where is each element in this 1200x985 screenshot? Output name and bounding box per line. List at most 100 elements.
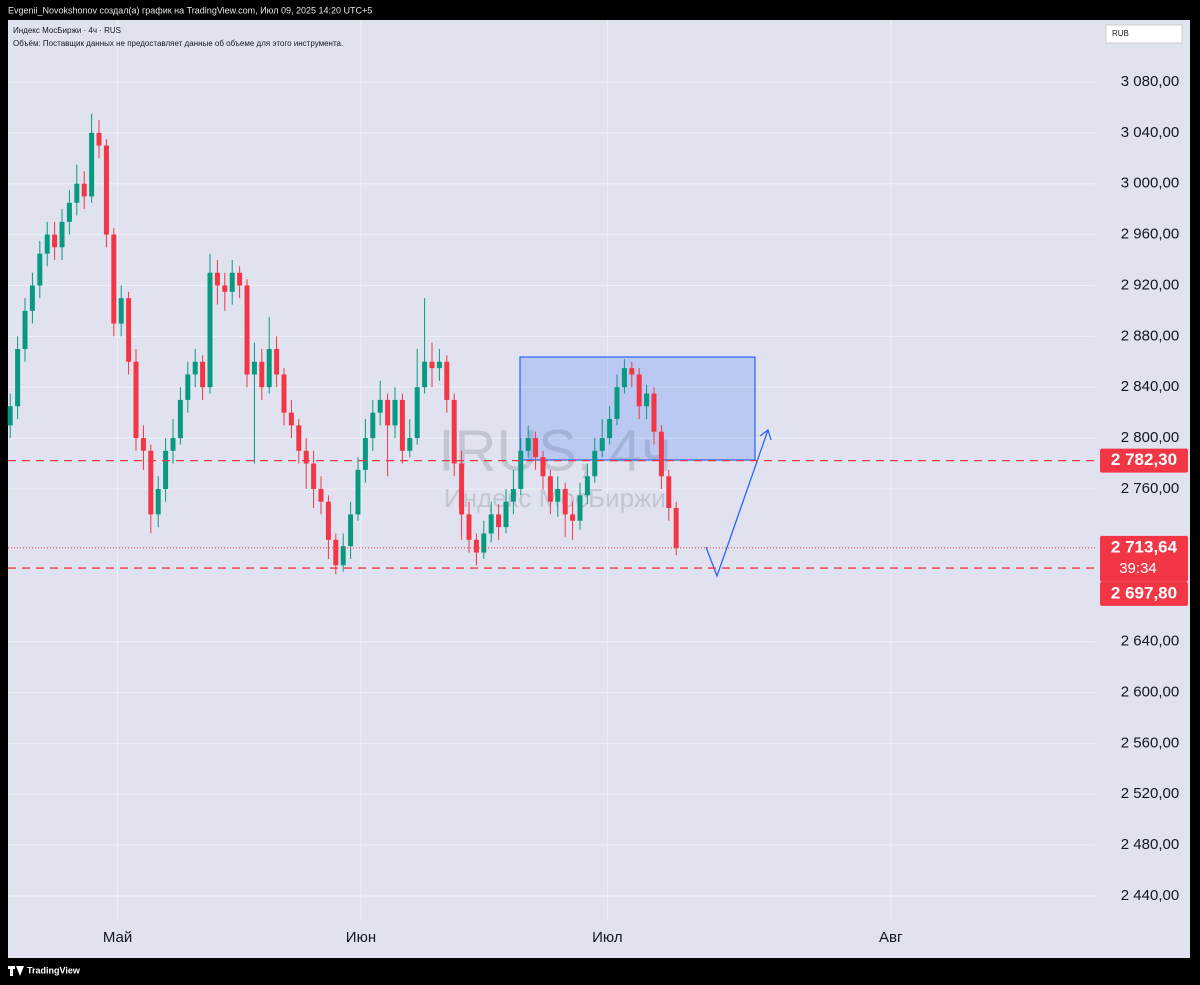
price-label: 2 782,30: [1111, 450, 1177, 469]
candle-body: [370, 412, 376, 439]
candle-body: [177, 399, 183, 439]
candle-body: [436, 361, 442, 369]
watermark: IRUS, 4ч: [438, 418, 671, 483]
candle-body: [666, 476, 672, 509]
candle-body: [251, 361, 257, 375]
candle-body: [488, 514, 494, 534]
y-tick-label: 3 000,00: [1121, 175, 1179, 192]
candle-body: [584, 476, 590, 496]
candle-body: [525, 438, 531, 451]
y-tick-label: 2 960,00: [1121, 226, 1179, 243]
candle-body: [44, 234, 50, 254]
candle-body: [570, 514, 576, 521]
candle-body: [222, 285, 228, 292]
candle-body: [229, 272, 235, 292]
x-tick-label: Авг: [879, 929, 903, 946]
candle-body: [163, 450, 169, 489]
price-label: 2 713,64: [1111, 537, 1178, 556]
y-tick-label: 2 480,00: [1121, 836, 1179, 853]
candle-body: [496, 514, 502, 528]
y-tick-label: 2 760,00: [1121, 480, 1179, 497]
candle-body: [74, 183, 80, 203]
candle-body: [599, 438, 605, 451]
candle-body: [422, 361, 428, 388]
y-tick-label: 2 440,00: [1121, 887, 1179, 904]
candle-body: [237, 272, 243, 286]
candle-body: [385, 399, 391, 426]
candle-body: [481, 533, 487, 553]
candle-body: [281, 374, 287, 413]
candle-body: [518, 450, 524, 489]
y-tick-label: 2 920,00: [1121, 276, 1179, 293]
symbol-line: Индекс МосБиржи · 4ч · RUS: [13, 26, 121, 35]
y-tick-label: 2 840,00: [1121, 378, 1179, 395]
candle-body: [555, 488, 561, 502]
candle-body: [459, 463, 465, 515]
axes: 3 080,00 3 040,00 3 000,00 2 960,00 2 920,00…: [103, 73, 1188, 946]
price-label-box: [1100, 581, 1188, 606]
candle-body: [111, 234, 117, 324]
candle-body: [414, 387, 420, 439]
candle-body: [333, 539, 339, 566]
candle-body: [311, 463, 317, 489]
candle-body: [15, 349, 21, 407]
candle-body: [644, 393, 650, 407]
candle-body: [148, 450, 154, 515]
candle-body: [274, 349, 280, 375]
candle-body: [451, 399, 457, 464]
candle-body: [118, 298, 124, 324]
logo: [8, 966, 24, 976]
candle-body: [200, 361, 206, 388]
candle-body: [592, 450, 598, 477]
currency-box: [1105, 24, 1183, 44]
candle-body: [355, 469, 361, 515]
candle-body: [399, 399, 405, 451]
candle-body: [533, 438, 539, 458]
candle-body: [362, 438, 368, 470]
candle-body: [96, 132, 102, 146]
x-tick-label: Июл: [592, 929, 622, 946]
candle-body: [466, 514, 472, 540]
candle-body: [126, 298, 132, 362]
candle-body: [547, 476, 553, 502]
candle-body: [540, 457, 546, 477]
arrow-drawing: [705, 428, 772, 578]
candle-body: [59, 221, 65, 248]
x-tick-label: Июн: [346, 929, 376, 946]
rectangle-drawing: [519, 356, 756, 461]
candle-body: [288, 412, 294, 426]
y-tick-label: 3 040,00: [1121, 124, 1179, 141]
candle-body: [266, 349, 272, 388]
candle-body: [444, 361, 450, 400]
candle-body: [29, 285, 35, 311]
candle-body: [133, 361, 139, 439]
y-tick-label: 2 800,00: [1121, 429, 1179, 446]
volume-note: Объём: Поставщик данных не предоставляет…: [13, 39, 343, 48]
candle-body: [614, 387, 620, 419]
header: Evgenii_Novokshonov создал(а) график на …: [8, 5, 372, 15]
y-tick-label: 2 640,00: [1121, 633, 1179, 650]
candle-body: [52, 234, 58, 248]
candle-body: [192, 361, 198, 375]
y-tick-label: 2 880,00: [1121, 327, 1179, 344]
candle-body: [392, 399, 398, 426]
candle-body: [325, 501, 331, 540]
candle-body: [562, 488, 568, 515]
currency: RUB: [1112, 29, 1129, 38]
candle-body: [81, 183, 87, 197]
candle-body: [155, 488, 161, 515]
candle-body: [651, 393, 657, 432]
y-tick-label: 2 560,00: [1121, 734, 1179, 751]
candle-body: [340, 546, 346, 566]
candle-body: [621, 368, 627, 388]
y-tick-label: 2 600,00: [1121, 683, 1179, 700]
candle-body: [185, 374, 191, 400]
candle-body: [244, 285, 250, 375]
x-tick-label: Май: [103, 929, 132, 946]
grid: [8, 20, 1095, 920]
candle-body: [673, 508, 679, 548]
candle-body: [429, 361, 435, 369]
candle-body: [607, 418, 613, 439]
countdown: 39:34: [1119, 560, 1157, 577]
candle-body: [170, 438, 176, 451]
